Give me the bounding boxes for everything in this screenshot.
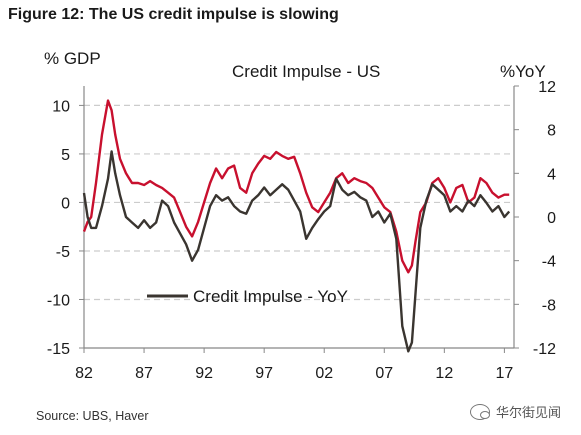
chart: 10 5 0 -5 -10 -15 12 8 4 0 -4 -8 -12 82 87 92 97 02 07 12… [44,49,556,382]
gridlines [84,104,514,301]
series-credit-impulse-yoy-line [82,150,511,353]
legend-label: Credit Impulse - YoY [193,287,348,306]
right-tick-label: 4 [547,166,556,183]
right-y-ticks: 12 8 4 0 -4 -8 -12 [514,79,556,358]
x-tick-label: 02 [315,365,333,382]
x-tick-label: 82 [75,365,93,382]
legend: Credit Impulse - YoY [147,287,348,306]
watermark: 华尔街见闻 [470,402,561,421]
x-ticks: 82 87 92 97 02 07 12 17 [75,348,513,382]
left-tick-label: -15 [47,341,70,358]
wechat-icon [470,403,490,420]
left-tick-label: 0 [61,195,70,212]
series-credit-impulse-line [82,99,510,274]
left-axis-title: % GDP [44,49,101,68]
right-tick-label: -12 [533,341,556,358]
left-tick-label: -10 [47,292,70,309]
right-tick-label: 0 [547,210,556,227]
source-note: Source: UBS, Haver [36,409,149,423]
left-y-ticks: 10 5 0 -5 -10 -15 [47,98,84,358]
left-tick-label: 10 [52,98,70,115]
right-tick-label: 8 [547,123,556,140]
left-tick-label: -5 [56,244,70,261]
figure-title: Figure 12: The US credit impulse is slow… [8,6,339,23]
right-tick-label: 12 [538,79,556,96]
series-lines [82,99,511,353]
x-tick-label: 17 [495,365,513,382]
right-tick-label: -4 [542,254,556,271]
x-tick-label: 87 [135,365,153,382]
x-tick-label: 92 [195,365,213,382]
watermark-text: 华尔街见闻 [496,405,562,420]
right-tick-label: -8 [542,297,556,314]
x-tick-label: 97 [255,365,273,382]
x-tick-label: 12 [435,365,453,382]
left-tick-label: 5 [61,147,70,164]
x-tick-label: 07 [375,365,393,382]
right-axis-title: %YoY [500,62,546,81]
axes [83,86,515,349]
chart-title: Credit Impulse - US [232,62,380,81]
